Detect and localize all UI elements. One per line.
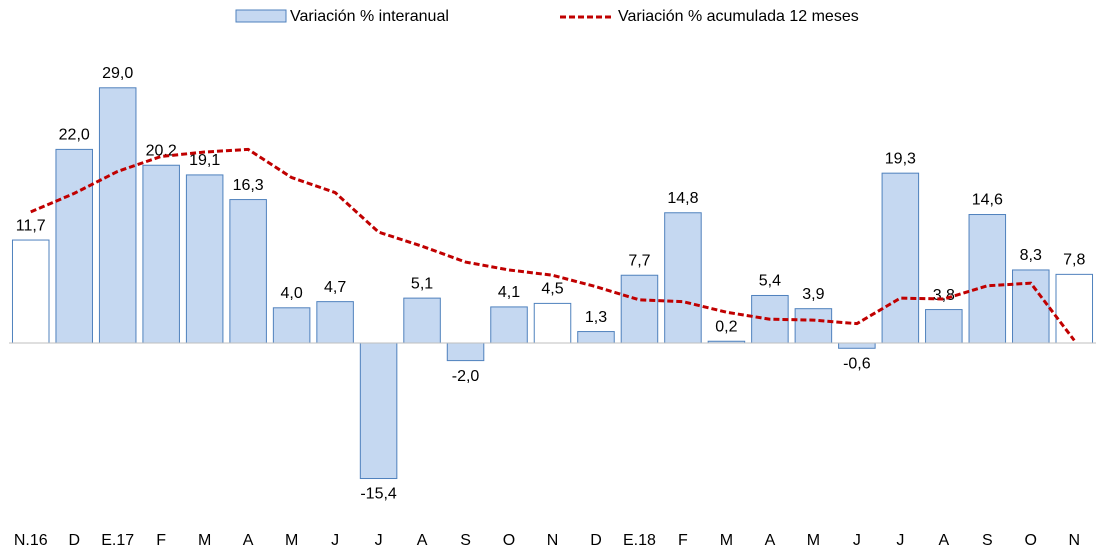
bar [446, 342, 485, 362]
bar [620, 274, 659, 344]
bar [142, 164, 180, 344]
data-label: 3,9 [802, 286, 824, 303]
x-tick-label: N [1068, 532, 1080, 549]
data-label: 16,3 [233, 177, 264, 194]
bar [185, 174, 224, 344]
x-tick-label: N [547, 532, 559, 549]
legend-label: Variación % acumulada 12 meses [618, 8, 859, 25]
bar [925, 309, 963, 344]
bar [533, 302, 572, 344]
data-label: 22,0 [59, 127, 90, 144]
x-tick-label: O [1025, 532, 1037, 549]
bar [838, 342, 876, 349]
data-label: 14,8 [667, 190, 698, 207]
data-label: 4,7 [324, 279, 346, 296]
x-tick-label: S [460, 532, 471, 549]
x-tick-label: J [375, 532, 383, 549]
x-tick-label: N.16 [14, 532, 48, 549]
x-tick-label: A [417, 532, 428, 549]
data-label: 4,0 [280, 285, 302, 302]
data-label: 3,8 [933, 287, 955, 304]
bar [881, 172, 920, 344]
x-tick-label: F [156, 532, 166, 549]
data-label: 8,3 [1020, 247, 1042, 264]
x-tick-label: M [285, 532, 298, 549]
data-label: -2,0 [452, 368, 480, 385]
x-tick-label: A [765, 532, 776, 549]
x-tick-label: S [982, 532, 993, 549]
data-label: 19,3 [885, 150, 916, 167]
x-tick-label: A [938, 532, 949, 549]
legend-swatch-bar [235, 9, 287, 23]
data-label: 5,1 [411, 275, 433, 292]
bar [794, 308, 833, 344]
bar [403, 297, 441, 344]
x-tick-label: M [198, 532, 211, 549]
data-label: 19,1 [189, 152, 220, 169]
bar [577, 331, 615, 344]
bar [98, 87, 137, 344]
bar [1012, 269, 1050, 344]
data-label: 7,8 [1063, 252, 1085, 269]
data-label: 11,7 [16, 217, 46, 234]
legend-label: Variación % interanual [290, 8, 449, 25]
data-label: -0,6 [843, 355, 871, 372]
x-tick-label: O [503, 532, 515, 549]
x-tick-label: J [896, 532, 904, 549]
data-label: -15,4 [360, 486, 397, 503]
bar [316, 301, 354, 344]
data-label: 7,7 [628, 252, 650, 269]
x-tick-label: M [807, 532, 820, 549]
bar [11, 239, 50, 344]
data-label: 5,4 [759, 273, 781, 290]
bar [229, 199, 267, 344]
x-tick-label: D [68, 532, 80, 549]
bar [664, 212, 702, 344]
x-tick-label: J [853, 532, 861, 549]
data-label: 4,5 [541, 281, 563, 298]
data-label: 1,3 [585, 309, 607, 326]
data-label: 29,0 [102, 65, 133, 82]
x-tick-label: D [590, 532, 602, 549]
x-tick-label: E.17 [101, 532, 134, 549]
data-label: 14,6 [972, 192, 1003, 209]
x-tick-label: E.18 [623, 532, 656, 549]
bar [1055, 273, 1094, 344]
x-tick-label: M [720, 532, 733, 549]
bar [272, 307, 311, 344]
data-label: 20,2 [146, 142, 177, 159]
data-label: 4,1 [498, 284, 520, 301]
bar [55, 148, 93, 344]
x-tick-label: F [678, 532, 688, 549]
bar [359, 342, 398, 480]
x-tick-label: J [331, 532, 339, 549]
bar [968, 214, 1007, 344]
x-tick-label: A [243, 532, 254, 549]
bar [490, 306, 528, 344]
data-label: 0,2 [715, 318, 737, 335]
line [30, 147, 1076, 342]
